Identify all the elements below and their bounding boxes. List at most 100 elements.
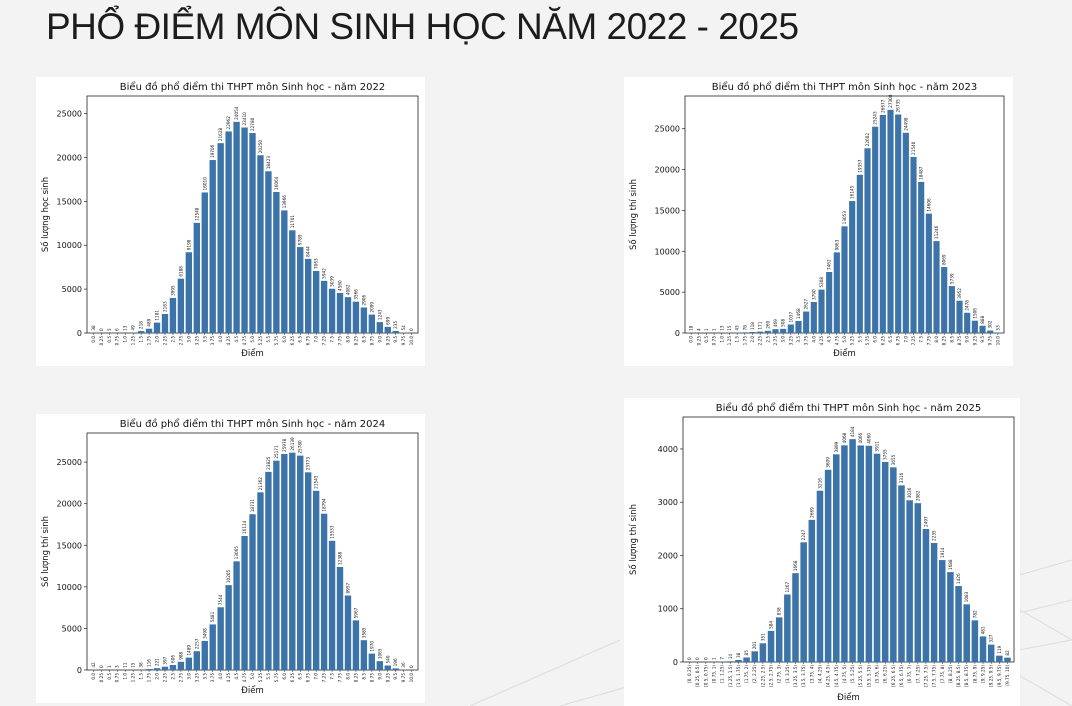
x-tick-label: 6.0 (282, 673, 287, 680)
y-tick-label: 0 (675, 329, 680, 338)
bar (281, 453, 288, 670)
bar (759, 643, 767, 662)
bar (153, 668, 161, 670)
x-tick-label: [2.25, 2.5) (760, 665, 765, 687)
data-label: 18794 (322, 498, 327, 512)
bar (816, 490, 824, 662)
bar (964, 312, 971, 333)
bar (808, 519, 816, 662)
x-tick-label: 2.5 (765, 336, 770, 343)
x-tick-label: 3.25 (194, 673, 199, 683)
data-label: 2478 (965, 300, 970, 311)
x-tick-label: 8.75 (957, 336, 962, 346)
x-tick-label: 8.0 (345, 336, 350, 343)
data-label: 3036 (907, 487, 912, 498)
y-tick-label: 2000 (658, 551, 678, 560)
bar (177, 661, 185, 670)
data-label: 22602 (865, 133, 870, 147)
data-label: 119 (997, 645, 1002, 653)
data-label: 1267 (785, 582, 790, 593)
bar (947, 572, 954, 662)
x-tick-label: 5.5 (857, 336, 862, 343)
x-tick-label: [8.75, 9) (972, 665, 977, 683)
data-label: 838 (777, 607, 782, 615)
x-tick-label: 1.0 (719, 336, 724, 343)
x-tick-label: 8.25 (942, 336, 947, 346)
bar (772, 329, 779, 333)
plot-frame (682, 416, 1015, 663)
x-tick-label: 7.75 (338, 336, 343, 346)
x-tick-label: [2.75, 3) (777, 665, 782, 683)
data-label: 3498 (202, 628, 207, 639)
bar (810, 302, 817, 333)
data-label: 24054 (234, 106, 239, 120)
data-label: 3609 (826, 457, 831, 468)
data-label: 1914 (940, 547, 945, 558)
bar (169, 664, 177, 670)
data-label: 269 (765, 320, 770, 328)
data-label: 1 (712, 328, 717, 331)
x-tick-label: [4, 4.25) (817, 665, 822, 683)
x-tick-label: 2.0 (155, 673, 160, 680)
bar (225, 585, 232, 670)
bar (201, 192, 208, 333)
chart-panel-2022: Biểu đồ phổ điểm thi THPT môn Sinh học -… (36, 77, 425, 366)
x-tick-label: 7.25 (911, 336, 916, 346)
bar (948, 286, 955, 333)
x-tick-label: [5.75, 6) (875, 665, 880, 683)
chart-panel-2025: Biểu đồ phổ điểm thi THPT môn Sinh học -… (624, 398, 1020, 706)
data-label: 12388 (338, 551, 343, 565)
x-tick-label: [5.25, 5.5) (858, 665, 863, 687)
y-tick-label: 25000 (57, 458, 82, 467)
bar (751, 651, 759, 662)
bar (328, 540, 336, 670)
data-label: 13966 (282, 195, 287, 209)
y-tick-label: 0 (673, 658, 678, 667)
bar (749, 332, 756, 333)
bar (933, 241, 940, 333)
data-label: 218 (139, 321, 144, 329)
data-label: 15 (131, 662, 136, 668)
x-tick-label: 6.75 (306, 673, 311, 683)
bar (764, 330, 771, 333)
x-tick-label: [0.25, 0.5) (695, 665, 700, 687)
x-tick-label: 1.25 (131, 336, 136, 346)
data-label: 116 (147, 659, 152, 667)
data-label: 38 (139, 662, 144, 668)
data-label: 1 (711, 657, 716, 660)
y-tick-label: 3000 (658, 498, 678, 507)
data-label: 1065 (377, 648, 382, 659)
bar (297, 247, 304, 333)
bar (344, 595, 352, 670)
data-label: 2669 (809, 507, 814, 518)
data-label: 3316 (899, 472, 904, 483)
x-tick-label: 5.25 (258, 336, 263, 346)
y-tick-label: 5000 (660, 288, 680, 297)
x-tick-label: 3.75 (210, 336, 215, 346)
data-label: 5942 (322, 268, 327, 279)
x-tick-label: 0.5 (107, 336, 112, 343)
x-tick-label: 6.25 (290, 336, 295, 346)
x-tick-label: 8.25 (353, 673, 358, 683)
bar (864, 148, 871, 333)
bar (177, 278, 185, 333)
bar (352, 301, 360, 333)
bar (217, 607, 224, 670)
bar (792, 573, 799, 662)
y-axis-label: Số lượng thí sinh (628, 504, 639, 575)
data-label: 16145 (850, 185, 855, 199)
x-tick-label: 0.75 (115, 336, 120, 346)
x-tick-label: 9.75 (988, 336, 993, 346)
x-tick-label: 4.25 (226, 336, 231, 346)
x-tick-label: [3, 3.25) (785, 665, 790, 683)
data-label: 11701 (290, 215, 295, 229)
data-label: 16114 (242, 520, 247, 534)
bar (775, 617, 783, 662)
bar (818, 289, 825, 333)
bar (312, 490, 320, 670)
data-label: 2982 (915, 490, 920, 501)
data-label: 2247 (801, 529, 806, 540)
data-label: 235 (393, 321, 398, 329)
x-tick-label: 4.0 (811, 336, 816, 343)
data-label: 1970 (369, 641, 374, 652)
